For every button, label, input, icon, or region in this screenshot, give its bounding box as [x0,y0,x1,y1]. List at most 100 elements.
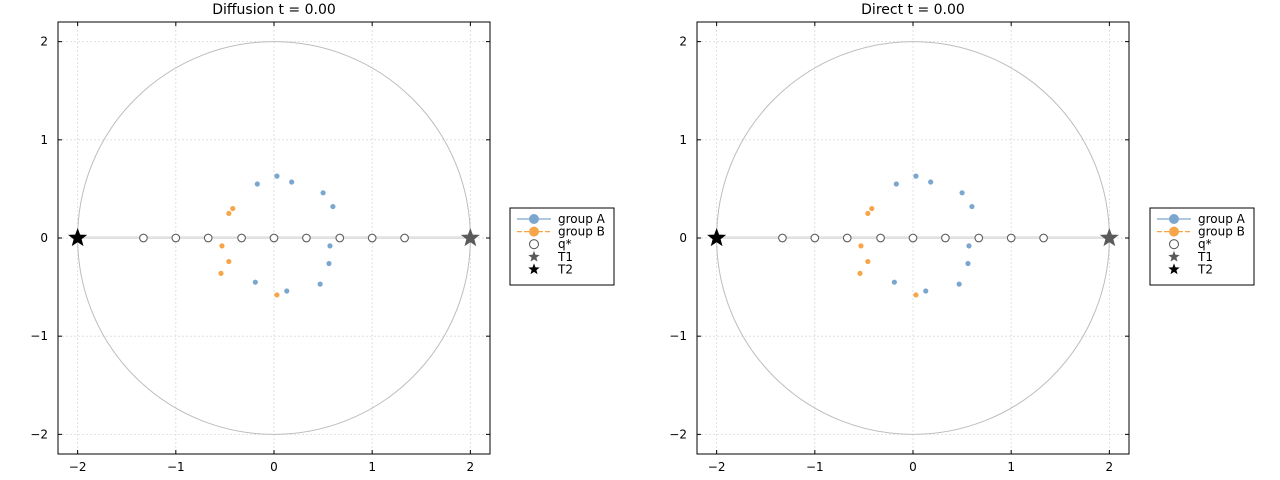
y-tick-label: 1 [679,133,687,147]
legend-label: T1 [1197,250,1213,264]
data-point [302,233,311,243]
data-point [842,233,852,243]
data-point [274,173,280,179]
data-point [289,179,295,185]
data-point [254,181,260,187]
data-point [252,279,258,285]
y-tick-label: −2 [30,427,48,441]
data-point [218,270,224,276]
data-point [269,233,279,243]
legend-label: group B [1198,225,1245,239]
data-point [956,281,962,287]
x-tick-label: 2 [467,460,475,474]
data-point [326,260,332,267]
data-point [865,210,871,217]
legend-box [509,207,615,286]
data-point [219,243,225,249]
data-point [913,173,919,179]
y-tick-label: 1 [40,133,48,147]
chart-panel-2: −2 −1 0 1 2 −2 −1 0 1 2 Direct t = 0.00 group Agrou… [669,2,1255,474]
data-point [974,233,984,243]
legend-marker [1169,214,1179,224]
legend-marker [528,239,540,250]
series-t1 [1099,228,1119,247]
data-point [330,203,336,210]
legend-marker [1168,250,1180,262]
data-point [928,179,934,185]
data-point [317,281,323,287]
data-point [68,228,88,247]
y-tick-label: 2 [679,35,687,49]
data-point [367,233,377,243]
data-point [959,190,965,196]
legend-label: group B [558,225,605,239]
y-tick-label: −1 [669,329,687,343]
series-q- [778,233,1048,243]
data-point [335,233,345,243]
data-point [171,233,181,243]
data-point [139,233,148,243]
data-point [230,205,236,212]
legend-marker [529,214,539,224]
legend-marker [528,250,540,262]
data-point [893,181,899,187]
x-tick-label: −2 [708,460,726,474]
y-tick-label: 0 [40,231,48,245]
data-point [400,233,409,243]
chart-panel-1: −2 −1 0 1 2 −2 −1 0 1 2 Diffusion t = 0.00 group Ag… [30,2,615,474]
data-point [941,233,950,243]
legend-item: T1 [528,250,573,264]
series-group-a [891,173,975,294]
series-t1 [460,228,480,247]
legend-item: q* [1168,237,1212,251]
legend-item: group A [1157,212,1246,226]
legend-marker [528,263,540,275]
legend-item: group A [517,212,606,226]
x-tick-label: −1 [167,460,185,474]
data-point [869,205,875,212]
series-t2 [707,228,727,247]
legend-item: group B [1157,225,1245,239]
y-tick-label: −1 [30,329,48,343]
chart-title: Direct t = 0.00 [861,2,965,18]
data-point [923,288,929,294]
series-t2 [68,228,88,247]
legend-item: T2 [528,262,573,276]
legend-label: group A [558,212,606,226]
data-point [778,233,787,243]
x-tick-label: 1 [1007,460,1015,474]
data-point [966,243,972,249]
data-point [965,260,971,267]
series-group-a [252,173,336,294]
series-q- [139,233,409,243]
legend-item: T1 [1168,250,1213,264]
data-point [274,292,280,298]
data-point [865,258,871,265]
chart-title: Diffusion t = 0.00 [212,2,336,18]
data-point [1099,228,1119,247]
data-point [284,288,290,294]
y-tick-label: 2 [40,35,48,49]
data-point [1006,233,1016,243]
legend-box [1149,207,1255,286]
data-point [858,243,864,249]
data-point [876,233,885,243]
legend-marker [1168,239,1180,250]
legend-label: group A [1198,212,1246,226]
legend-label: T1 [557,250,573,264]
x-tick-label: 2 [1106,460,1114,474]
legend-item: q* [528,237,572,251]
data-point [908,233,918,243]
data-point [810,233,820,243]
data-point [327,243,333,249]
data-point [203,233,213,243]
x-tick-label: 1 [368,460,376,474]
legend-marker [1169,226,1179,237]
series-group-b [857,205,919,298]
legend-item: T2 [1168,262,1213,276]
legend-marker [1168,263,1180,275]
y-tick-label: 0 [679,231,687,245]
